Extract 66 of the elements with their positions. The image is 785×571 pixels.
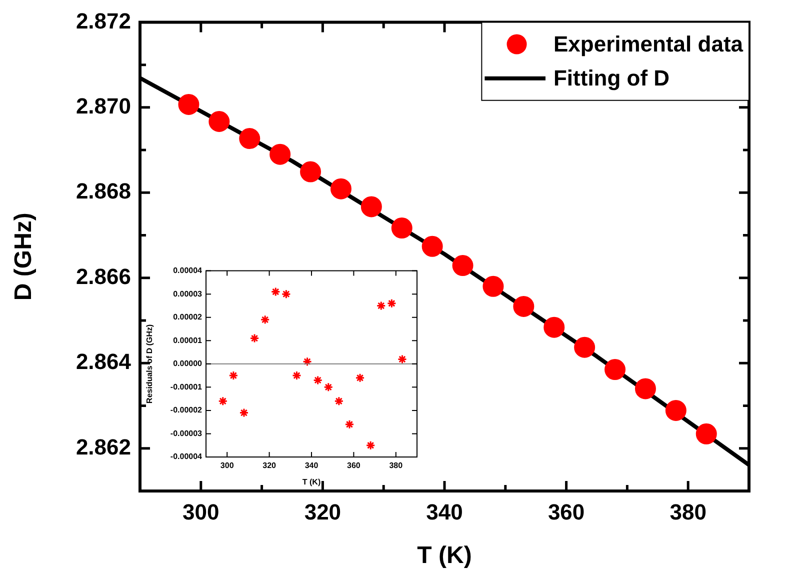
point: [228, 370, 238, 380]
y-tick-label: -0.00003: [170, 428, 203, 438]
y-tick-label: 0.00000: [173, 359, 203, 368]
x-tick-label: 320: [262, 461, 277, 470]
y-tick-label: 0.00003: [173, 289, 203, 298]
point: [281, 289, 291, 299]
point: [300, 161, 322, 182]
y-tick-label: -0.00002: [170, 406, 203, 415]
point: [386, 298, 396, 308]
y-tick-label: 2.862: [76, 434, 131, 460]
y-tick-label: -0.00001: [170, 382, 203, 392]
y-tick-label: 2.864: [76, 349, 132, 374]
x-tick-label: 340: [426, 499, 463, 524]
point: [376, 300, 386, 310]
point: [250, 334, 260, 344]
point: [604, 359, 626, 380]
y-axis-title: D (GHz): [10, 212, 38, 301]
point: [452, 255, 474, 276]
point: [665, 400, 686, 421]
point: [422, 236, 443, 257]
point: [344, 420, 354, 430]
x-tick-label: 360: [548, 499, 585, 524]
x-tick-label: 380: [670, 499, 706, 524]
point: [302, 356, 312, 366]
x-tick-label: 300: [220, 461, 234, 470]
legend-label: Fitting of D: [553, 65, 670, 90]
point: [330, 178, 352, 200]
text: 2.870: [76, 94, 131, 118]
y-tick-label: 0.00004: [173, 266, 203, 276]
y-tick-label: 0.00002: [173, 312, 203, 322]
point: [334, 396, 344, 406]
point: [391, 218, 412, 239]
x-tick-label: 360: [347, 461, 361, 470]
x-axis-title: T (K): [417, 542, 472, 570]
point: [313, 375, 323, 385]
point: [239, 128, 260, 150]
point: [366, 440, 376, 450]
point: [292, 370, 302, 380]
point: [324, 382, 334, 392]
y-tick-label: 2.868: [76, 178, 131, 204]
legend-label: Experimental data: [553, 31, 744, 56]
point: [397, 354, 407, 364]
point: [260, 314, 270, 324]
point: [634, 378, 656, 400]
x-tick-label: 340: [304, 461, 319, 470]
x-tick-label: 300: [182, 499, 220, 524]
point: [513, 296, 534, 317]
x-tick-label: 320: [304, 499, 342, 524]
x-axis-title: T (K): [302, 477, 321, 486]
point: [544, 316, 565, 338]
point: [239, 408, 249, 418]
point: [574, 336, 596, 358]
y-tick-label: 0.00001: [173, 336, 203, 345]
point: [208, 111, 230, 132]
y-tick-label: -0.00004: [170, 452, 203, 462]
x-tick-label: 380: [389, 461, 404, 470]
point: [696, 423, 717, 444]
point: [178, 94, 200, 115]
point: [270, 144, 291, 165]
point: [360, 196, 382, 218]
point: [355, 373, 365, 383]
point: [218, 396, 228, 406]
y-tick-label: 2.866: [76, 264, 131, 289]
y-tick-label: 2.872: [76, 8, 131, 34]
point: [270, 287, 280, 296]
point: [482, 276, 504, 297]
